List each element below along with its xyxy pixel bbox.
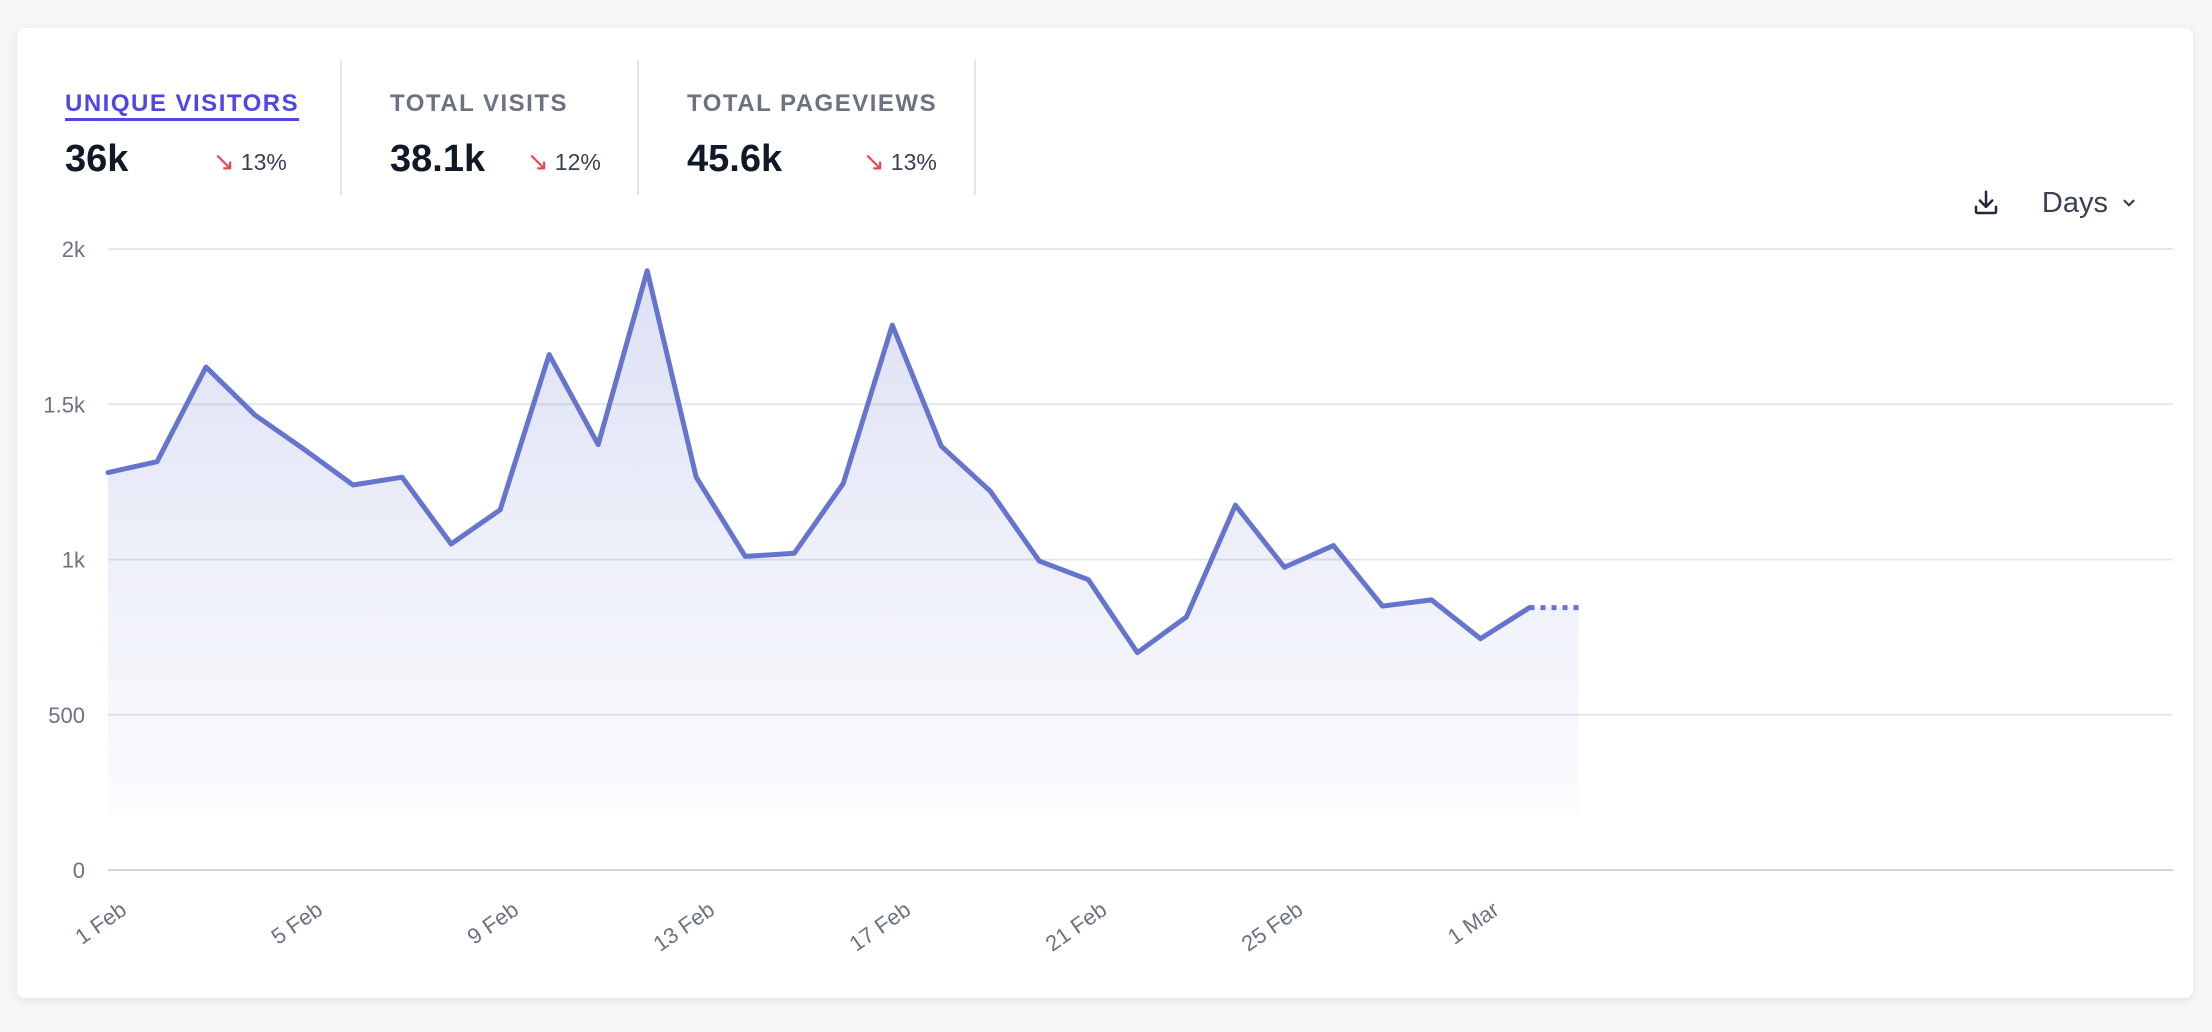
metric-change-value: 13%: [240, 149, 287, 175]
metric-unique-visitors[interactable]: UNIQUE VISITORS 36k ↘ 13%: [17, 60, 342, 195]
data-point: [448, 541, 454, 547]
data-point: [791, 550, 797, 556]
x-tick-label: 13 Feb: [649, 897, 719, 957]
data-point: [1527, 605, 1533, 611]
data-point: [1428, 597, 1434, 603]
x-tick-label: 1 Feb: [70, 897, 130, 950]
data-point: [889, 322, 895, 328]
x-tick-label: 25 Feb: [1237, 897, 1307, 957]
y-tick-label: 0: [73, 858, 85, 883]
data-point: [1183, 614, 1189, 620]
stats-card: UNIQUE VISITORS 36k ↘ 13% TOTAL VISITS 38…: [17, 28, 2193, 998]
x-tick-label: 1 Mar: [1443, 897, 1503, 950]
download-icon: [1974, 190, 1998, 215]
series-line: [105, 268, 1533, 656]
data-point: [644, 268, 650, 274]
metric-change-value: 12%: [554, 149, 601, 175]
y-tick-label: 1k: [62, 548, 86, 573]
data-point: [1232, 502, 1238, 508]
data-point: [1036, 558, 1042, 564]
x-tick-label: 9 Feb: [463, 897, 523, 950]
data-point: [546, 352, 552, 358]
metric-total-pageviews[interactable]: TOTAL PAGEVIEWS 45.6k ↘ 13%: [639, 60, 976, 195]
metric-value: 36k: [65, 138, 129, 180]
data-point: [301, 446, 307, 452]
x-tick-label: 5 Feb: [267, 897, 327, 950]
series-area: [108, 270, 1579, 815]
metric-label: TOTAL VISITS: [390, 90, 569, 117]
metric-change: ↘ 13%: [213, 146, 287, 177]
data-point: [693, 474, 699, 480]
data-point: [399, 474, 405, 480]
y-tick-label: 2k: [62, 237, 86, 262]
metric-change-value: 13%: [890, 149, 937, 175]
x-tick-label: 21 Feb: [1041, 897, 1111, 957]
metric-change: ↘ 12%: [527, 146, 601, 177]
data-point: [595, 442, 601, 448]
arrow-down-right-icon: ↘: [213, 146, 235, 176]
data-point: [1576, 605, 1582, 611]
data-point: [987, 488, 993, 494]
data-point: [1134, 650, 1140, 656]
data-point: [203, 364, 209, 370]
metric-value: 38.1k: [390, 138, 486, 180]
data-point: [1330, 543, 1336, 549]
x-tick-label: 17 Feb: [845, 897, 915, 957]
data-point: [350, 482, 356, 488]
data-point: [154, 459, 160, 465]
download-button[interactable]: [1966, 183, 2006, 223]
data-point: [840, 480, 846, 486]
data-point: [105, 470, 111, 476]
arrow-down-right-icon: ↘: [527, 146, 549, 176]
data-point: [938, 443, 944, 449]
metric-label: UNIQUE VISITORS: [65, 90, 300, 117]
data-point: [252, 412, 258, 418]
metric-value: 45.6k: [687, 138, 783, 180]
data-point: [497, 507, 503, 513]
data-point: [1281, 564, 1287, 570]
data-point: [1085, 577, 1091, 583]
metric-change: ↘ 13%: [863, 146, 937, 177]
metric-total-visits[interactable]: TOTAL VISITS 38.1k ↘ 12%: [342, 60, 639, 195]
metric-label: TOTAL PAGEVIEWS: [687, 90, 938, 117]
chevron-down-icon: [2123, 199, 2135, 207]
interval-select[interactable]: Days: [2042, 187, 2138, 220]
data-point: [1379, 603, 1385, 609]
interval-select-label: Days: [2041, 186, 2108, 219]
y-tick-label: 1.5k: [43, 392, 86, 417]
arrow-down-right-icon: ↘: [863, 146, 885, 176]
data-point: [742, 553, 748, 559]
data-point: [1477, 636, 1483, 642]
visitors-chart: 0 500 1k 1.5k 2k 1 Feb 5 Feb 9 Feb 13 Feb 17 Feb 2…: [43, 237, 2173, 957]
chart-controls: Days: [1966, 178, 2138, 228]
y-tick-label: 500: [48, 703, 85, 728]
